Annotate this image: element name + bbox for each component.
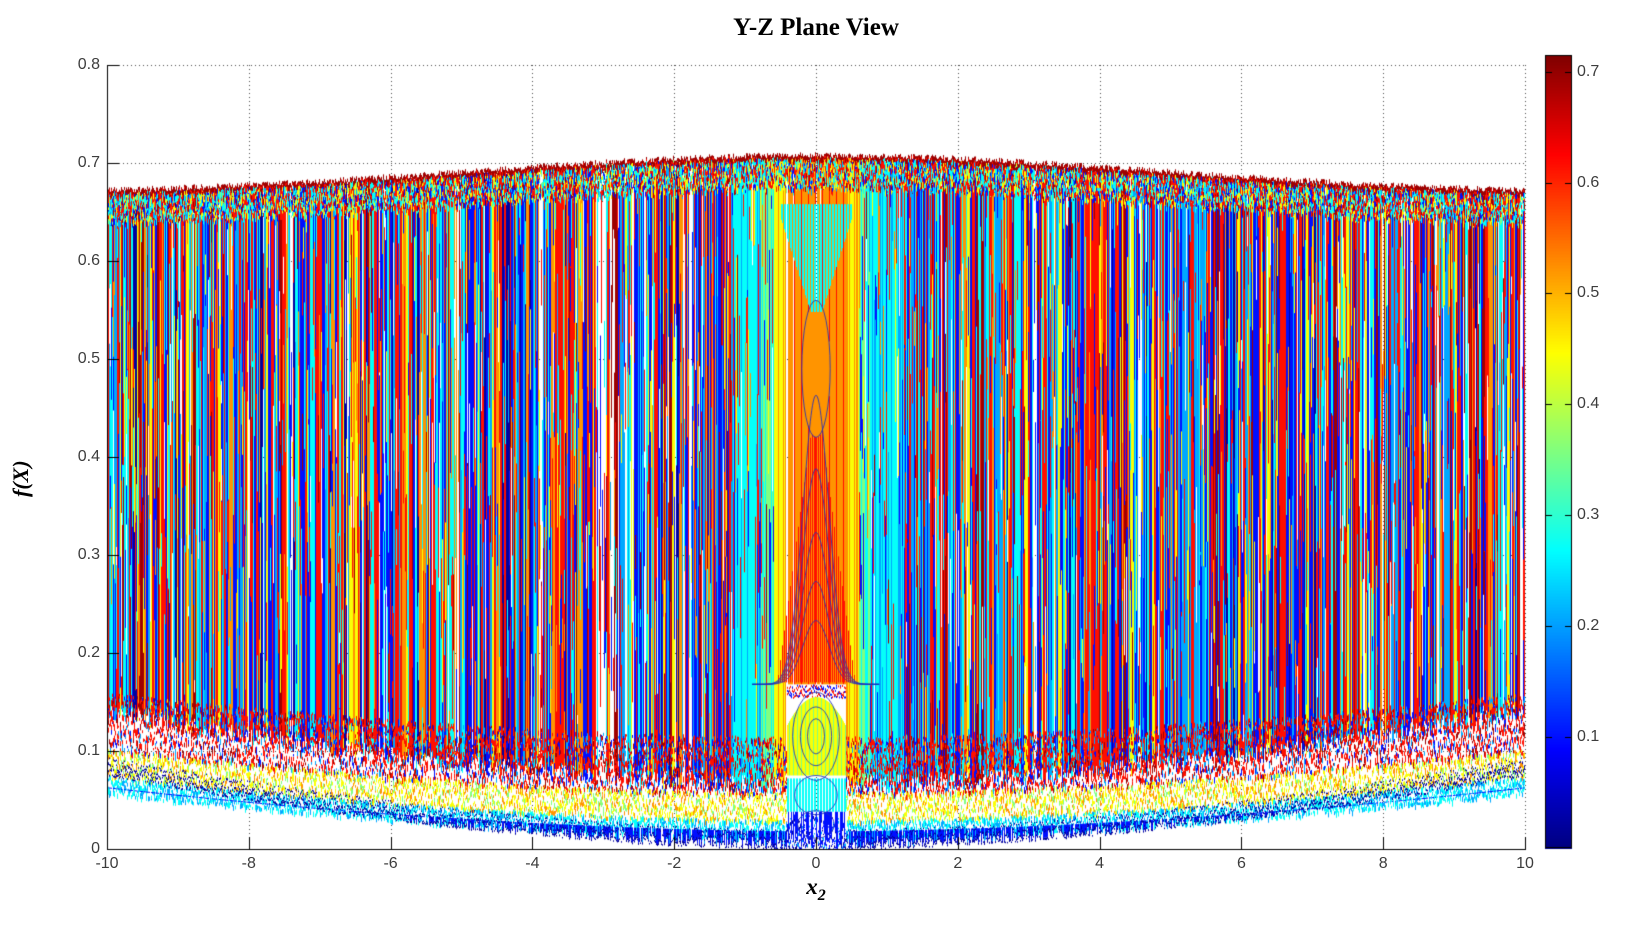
- colorbar-tick-label: 0.4: [1577, 395, 1600, 413]
- colorbar-tick-label: 0.7: [1577, 62, 1600, 80]
- x-tick-label: 2: [953, 855, 963, 872]
- colorbar-tick-label: 0.6: [1577, 173, 1600, 191]
- colorbar-tick-label: 0.1: [1577, 728, 1600, 746]
- x-tick-label: 6: [1236, 855, 1246, 872]
- x-tick-label: -6: [383, 855, 398, 872]
- x-axis-label-base: x: [806, 874, 818, 899]
- chart-title: Y-Z Plane View: [733, 14, 899, 41]
- x-tick-label: -8: [241, 855, 256, 872]
- y-tick-label: 0: [91, 840, 100, 857]
- colorbar-tick-label: 0.5: [1577, 284, 1600, 302]
- colorbar-tick-label: 0.3: [1577, 506, 1600, 524]
- x-tick-label: -2: [667, 855, 682, 872]
- colorbar-tick-label: 0.2: [1577, 617, 1600, 635]
- y-tick-label: 0.6: [77, 252, 100, 269]
- y-tick-label: 0.8: [77, 56, 100, 73]
- y-tick-label: 0.1: [77, 742, 100, 759]
- x-tick-label: 10: [1516, 855, 1534, 872]
- y-tick-label: 0.4: [77, 448, 100, 465]
- y-axis-label: f(X): [8, 460, 33, 497]
- x-axis-label: x2: [107, 874, 1525, 905]
- y-tick-label: 0.3: [77, 546, 100, 563]
- y-tick-label: 0.7: [77, 154, 100, 171]
- x-axis-label-subscript: 2: [817, 887, 826, 904]
- x-tick-label: 0: [811, 855, 821, 872]
- y-tick-label: 0.5: [77, 350, 100, 367]
- x-tick-label: -10: [95, 855, 119, 872]
- x-tick-label: 8: [1378, 855, 1388, 872]
- x-tick-label: 4: [1095, 855, 1105, 872]
- x-tick-label: -4: [525, 855, 540, 872]
- y-tick-label: 0.2: [77, 644, 100, 661]
